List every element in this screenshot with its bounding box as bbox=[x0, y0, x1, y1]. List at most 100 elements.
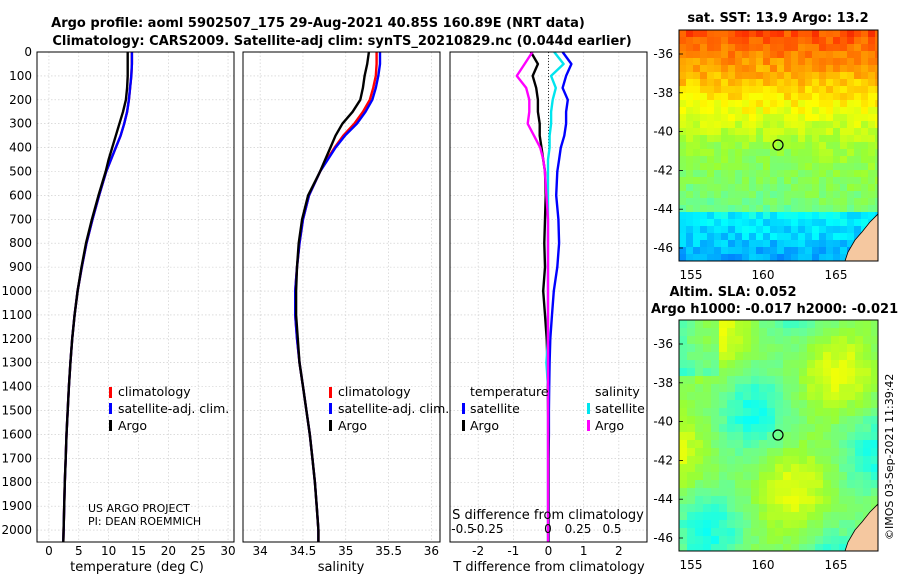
legend-climatology: climatology bbox=[118, 384, 191, 399]
heatmap-cell bbox=[798, 44, 806, 52]
heatmap-cell bbox=[721, 37, 729, 45]
heatmap-cell bbox=[735, 51, 743, 59]
heatmap-cell bbox=[686, 86, 694, 94]
heatmap-cell bbox=[707, 191, 715, 199]
heatmap-cell bbox=[679, 352, 688, 361]
heatmap-cell bbox=[847, 100, 855, 108]
heatmap-cell bbox=[742, 51, 750, 59]
heatmap-cell bbox=[861, 142, 869, 150]
lat-tick-label: -44 bbox=[653, 492, 673, 506]
heatmap-cell bbox=[777, 240, 785, 248]
heatmap-cell bbox=[763, 107, 771, 115]
heatmap-cell bbox=[721, 240, 729, 248]
heatmap-cell bbox=[719, 336, 728, 345]
heatmap-cell bbox=[831, 344, 840, 353]
heatmap-cell bbox=[791, 128, 799, 136]
heatmap-cell bbox=[784, 107, 792, 115]
heatmap-cell bbox=[743, 352, 752, 361]
heatmap-cell bbox=[868, 177, 876, 185]
heatmap-cell bbox=[791, 184, 799, 192]
heatmap-cell bbox=[759, 416, 768, 425]
heatmap-cell bbox=[695, 392, 704, 401]
heatmap-cell bbox=[700, 121, 708, 129]
heatmap-cell bbox=[728, 44, 736, 52]
heatmap-cell bbox=[854, 205, 862, 213]
heatmap-cell bbox=[759, 368, 768, 377]
heatmap-cell bbox=[826, 65, 834, 73]
heatmap-cell bbox=[875, 205, 878, 213]
heatmap-cell bbox=[719, 480, 728, 489]
heatmap-cell bbox=[839, 352, 848, 361]
heatmap-cell bbox=[763, 198, 771, 206]
heatmap-cell bbox=[826, 170, 834, 178]
heatmap-cell bbox=[812, 247, 820, 255]
heatmap-cell bbox=[687, 440, 696, 449]
heatmap-cell bbox=[770, 142, 778, 150]
heatmap-cell bbox=[756, 142, 764, 150]
heatmap-cell bbox=[819, 233, 827, 241]
salinity-xlabel: salinity bbox=[318, 560, 365, 575]
heatmap-cell bbox=[815, 488, 824, 497]
heatmap-cell bbox=[847, 156, 855, 164]
heatmap-cell bbox=[703, 440, 712, 449]
heatmap-cell bbox=[728, 72, 736, 80]
heatmap-cell bbox=[791, 233, 799, 241]
heatmap-cell bbox=[775, 424, 784, 433]
heatmap-cell bbox=[693, 142, 701, 150]
heatmap-cell bbox=[742, 72, 750, 80]
heatmap-cell bbox=[855, 408, 864, 417]
heatmap-cell bbox=[855, 320, 864, 329]
heatmap-cell bbox=[707, 93, 715, 101]
heatmap-cell bbox=[831, 472, 840, 481]
heatmap-cell bbox=[749, 212, 757, 220]
heatmap-cell bbox=[707, 114, 715, 122]
heatmap-cell bbox=[791, 163, 799, 171]
heatmap-cell bbox=[819, 107, 827, 115]
heatmap-cell bbox=[763, 65, 771, 73]
heatmap-cell bbox=[735, 114, 743, 122]
heatmap-cell bbox=[840, 254, 848, 261]
heatmap-cell bbox=[735, 448, 744, 457]
heatmap-cell bbox=[687, 368, 696, 377]
heatmap-cell bbox=[819, 149, 827, 157]
credit-pi: PI: DEAN ROEMMICH bbox=[88, 515, 201, 528]
heatmap-cell bbox=[826, 44, 834, 52]
heatmap-cell bbox=[703, 424, 712, 433]
heatmap-cell bbox=[695, 488, 704, 497]
heatmap-cell bbox=[833, 128, 841, 136]
heatmap-cell bbox=[751, 544, 760, 551]
heatmap-cell bbox=[749, 170, 757, 178]
heatmap-cell bbox=[840, 226, 848, 234]
heatmap-cell bbox=[871, 384, 878, 393]
heatmap-cell bbox=[805, 233, 813, 241]
heatmap-cell bbox=[719, 344, 728, 353]
heatmap-cell bbox=[784, 254, 792, 261]
heatmap-cell bbox=[847, 320, 856, 329]
salinity-grid bbox=[243, 51, 440, 542]
heatmap-cell bbox=[700, 107, 708, 115]
heatmap-cell bbox=[775, 320, 784, 329]
heatmap-cell bbox=[728, 37, 736, 45]
heatmap-cell bbox=[728, 219, 736, 227]
heatmap-cell bbox=[711, 448, 720, 457]
heatmap-cell bbox=[840, 58, 848, 66]
heatmap-cell bbox=[875, 93, 878, 101]
heatmap-cell bbox=[839, 392, 848, 401]
heatmap-cell bbox=[777, 247, 785, 255]
heatmap-cell bbox=[735, 65, 743, 73]
heatmap-cell bbox=[719, 384, 728, 393]
heatmap-cell bbox=[756, 156, 764, 164]
heatmap-cell bbox=[679, 488, 688, 497]
heatmap-cell bbox=[763, 30, 771, 38]
heatmap-cell bbox=[763, 135, 771, 143]
heatmap-cell bbox=[798, 149, 806, 157]
heatmap-cell bbox=[823, 320, 832, 329]
heatmap-cell bbox=[751, 480, 760, 489]
heatmap-cell bbox=[807, 464, 816, 473]
heatmap-cell bbox=[815, 392, 824, 401]
heatmap-cell bbox=[703, 344, 712, 353]
heatmap-cell bbox=[695, 368, 704, 377]
x-tick-label: 1 bbox=[580, 544, 588, 558]
heatmap-cell bbox=[815, 400, 824, 409]
heatmap-cell bbox=[679, 536, 688, 545]
